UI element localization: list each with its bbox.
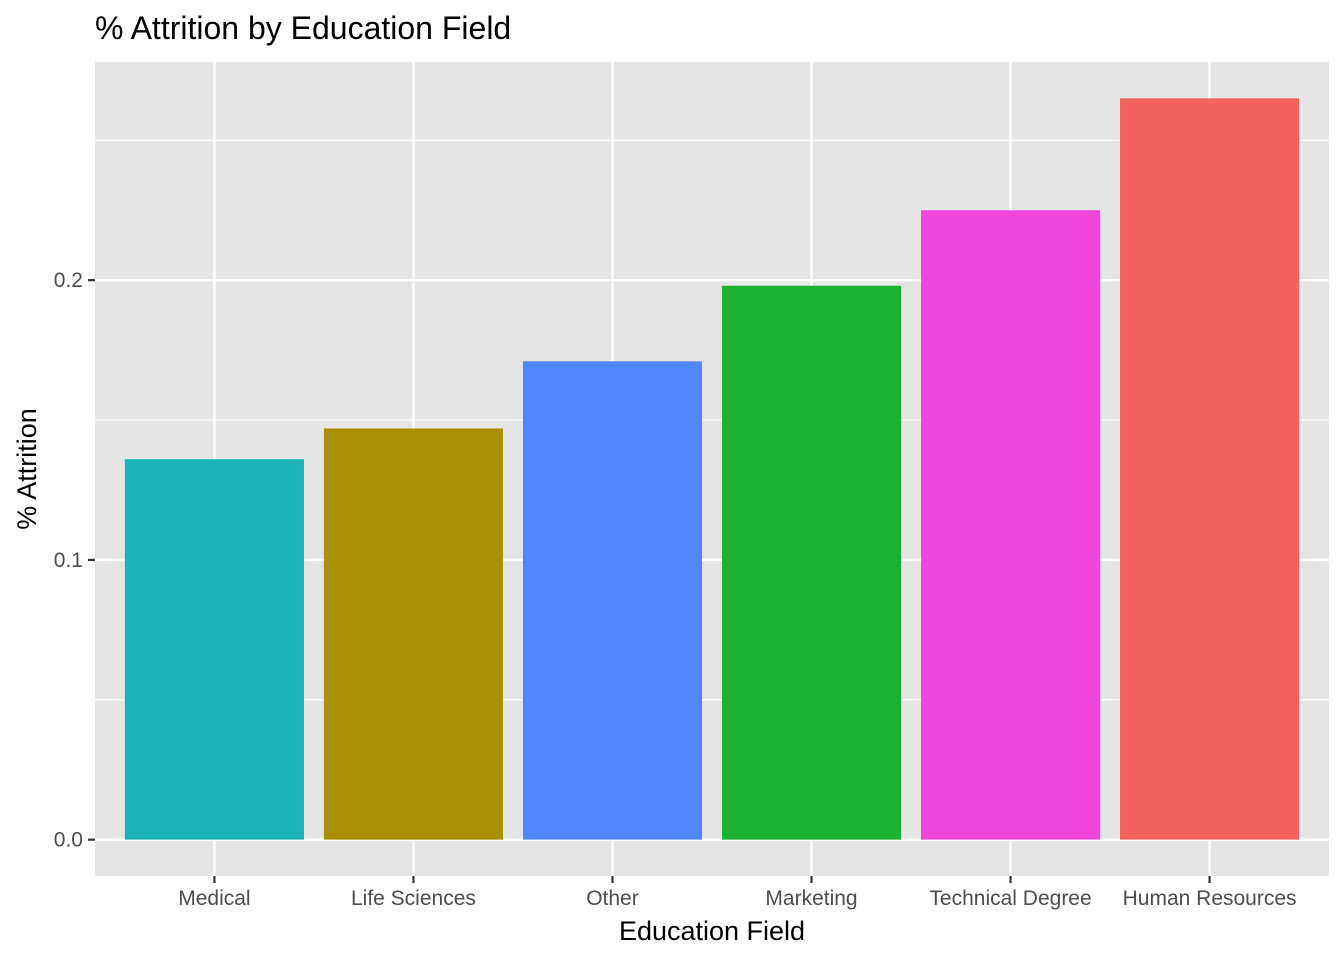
bar-marketing — [721, 285, 902, 840]
bar-human-resources — [1120, 98, 1300, 840]
y-axis-label: % Attrition — [12, 408, 42, 530]
bar-life-sciences — [323, 428, 504, 840]
bar-technical-degree — [920, 210, 1101, 840]
x-tick-label: Human Resources — [1123, 887, 1297, 910]
x-axis: Medical Life Sciences Other Marketing Techni… — [178, 876, 1297, 910]
x-axis-label: Education Field — [619, 916, 805, 946]
bar-other — [522, 361, 703, 840]
bar-medical — [124, 459, 304, 840]
y-tick-label: 0.2 — [54, 269, 83, 292]
x-tick-label: Technical Degree — [929, 887, 1091, 910]
x-tick-label: Other — [586, 887, 639, 910]
bars — [124, 98, 1300, 840]
y-axis: 0.0 0.1 0.2 — [54, 269, 95, 852]
x-tick-label: Life Sciences — [351, 887, 476, 910]
y-tick-label: 0.1 — [54, 549, 83, 572]
x-tick-label: Marketing — [765, 887, 857, 910]
y-tick-label: 0.0 — [54, 829, 83, 852]
chart-title: % Attrition by Education Field — [95, 10, 511, 46]
x-tick-label: Medical — [178, 887, 250, 910]
